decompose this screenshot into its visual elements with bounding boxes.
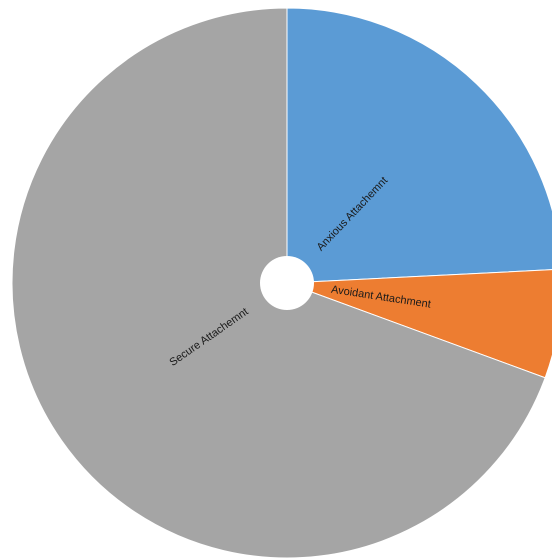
center-hole	[260, 256, 314, 310]
pie-slice-1	[286, 7, 552, 284]
pie-slice-2	[286, 269, 552, 379]
